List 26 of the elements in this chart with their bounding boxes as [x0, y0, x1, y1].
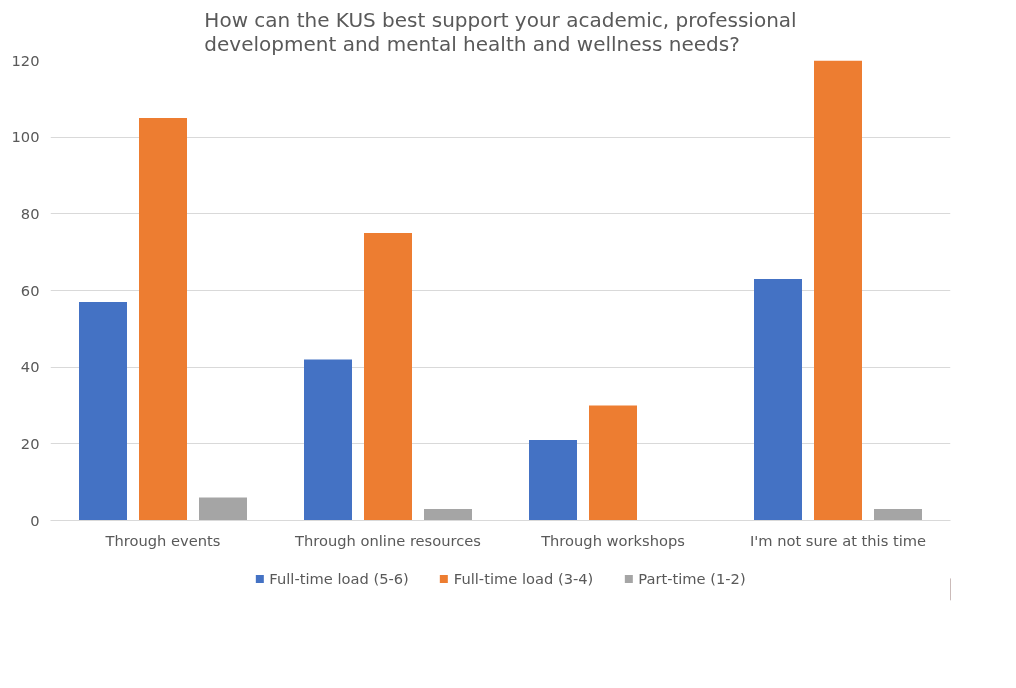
x-tick-label: Through workshops — [540, 531, 685, 549]
x-tick-label: Through online resources — [294, 531, 481, 549]
bar — [814, 60, 862, 521]
bar — [754, 279, 802, 521]
chart-title: How can the KUS best support your academic, professional development and mental health and wellness needs? — [204, 7, 797, 56]
y-tick-label: 120 — [11, 51, 40, 69]
legend-label: Full-time load (3-4) — [453, 569, 594, 587]
legend-label: Part-time (1-2) — [638, 569, 746, 587]
bar — [589, 405, 637, 521]
bar — [139, 118, 187, 521]
y-tick-label: 80 — [20, 204, 40, 222]
y-tick-label: 60 — [20, 281, 40, 299]
bar — [199, 497, 247, 521]
y-tick-label: 100 — [11, 128, 40, 146]
bar — [874, 509, 922, 521]
legend-label: Full-time load (5-6) — [269, 569, 409, 587]
bar — [364, 233, 412, 521]
y-tick-label: 0 — [30, 511, 40, 529]
bar — [529, 440, 577, 521]
y-tick-label: 40 — [20, 358, 40, 376]
bar — [424, 509, 472, 521]
bar — [304, 359, 352, 521]
x-tick-label: Through events — [104, 531, 221, 549]
bar — [79, 302, 127, 521]
y-tick-label: 20 — [20, 434, 40, 452]
x-tick-label: I'm not sure at this time — [749, 531, 927, 549]
